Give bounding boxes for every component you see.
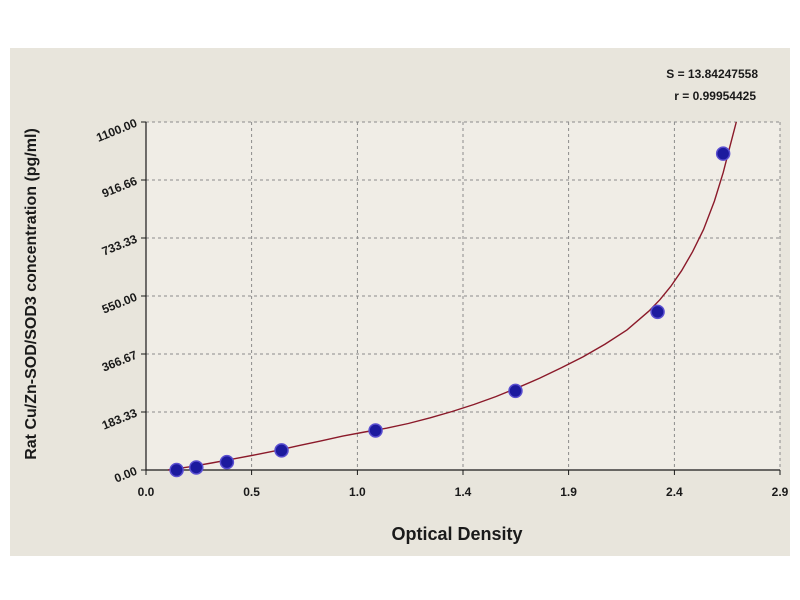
data-points (169, 146, 731, 478)
data-point (189, 460, 204, 475)
data-point (274, 443, 289, 458)
data-point (650, 304, 665, 320)
y-tick-label: 916.66 (100, 174, 140, 201)
stat-r-value: r = 0.99954425 (674, 89, 756, 103)
grid-lines (146, 121, 781, 470)
y-tick-label: 366.67 (100, 348, 140, 375)
y-axis-title: Rat Cu/Zn-SOD/SOD3 concentration (pg/ml) (23, 128, 40, 460)
standard-curve-chart: 0.0 0.5 1.0 1.4 1.9 2.4 2.9 0.00 183.33 366.67 55… (23, 67, 789, 544)
y-tick-label: 183.33 (100, 406, 140, 433)
x-tick-label: 2.4 (666, 485, 683, 499)
x-tick-labels: 0.0 0.5 1.0 1.4 1.9 2.4 2.9 (138, 485, 789, 499)
axes (141, 121, 781, 475)
y-tick-label: 550.00 (100, 290, 140, 317)
x-tick-label: 1.0 (349, 485, 366, 499)
x-tick-label: 1.4 (455, 485, 472, 499)
y-tick-label: 0.00 (112, 464, 139, 486)
y-tick-label: 1100.00 (94, 116, 139, 145)
x-tick-label: 2.9 (772, 485, 789, 499)
data-point (368, 423, 383, 438)
x-tick-label: 0.5 (243, 485, 260, 499)
chart-panel: 0.0 0.5 1.0 1.4 1.9 2.4 2.9 0.00 183.33 366.67 55… (10, 48, 790, 556)
x-axis-title: Optical Density (391, 524, 522, 544)
x-tick-label: 1.9 (560, 485, 577, 499)
y-tick-label: 733.33 (100, 232, 140, 259)
data-point (169, 462, 184, 478)
data-point (715, 146, 731, 161)
y-tick-labels: 0.00 183.33 366.67 550.00 733.33 916.66 1100.0… (94, 116, 139, 486)
data-point (508, 383, 523, 399)
x-tick-label: 0.0 (138, 485, 155, 499)
stat-s-value: S = 13.84247558 (666, 67, 758, 81)
data-point (219, 454, 235, 470)
